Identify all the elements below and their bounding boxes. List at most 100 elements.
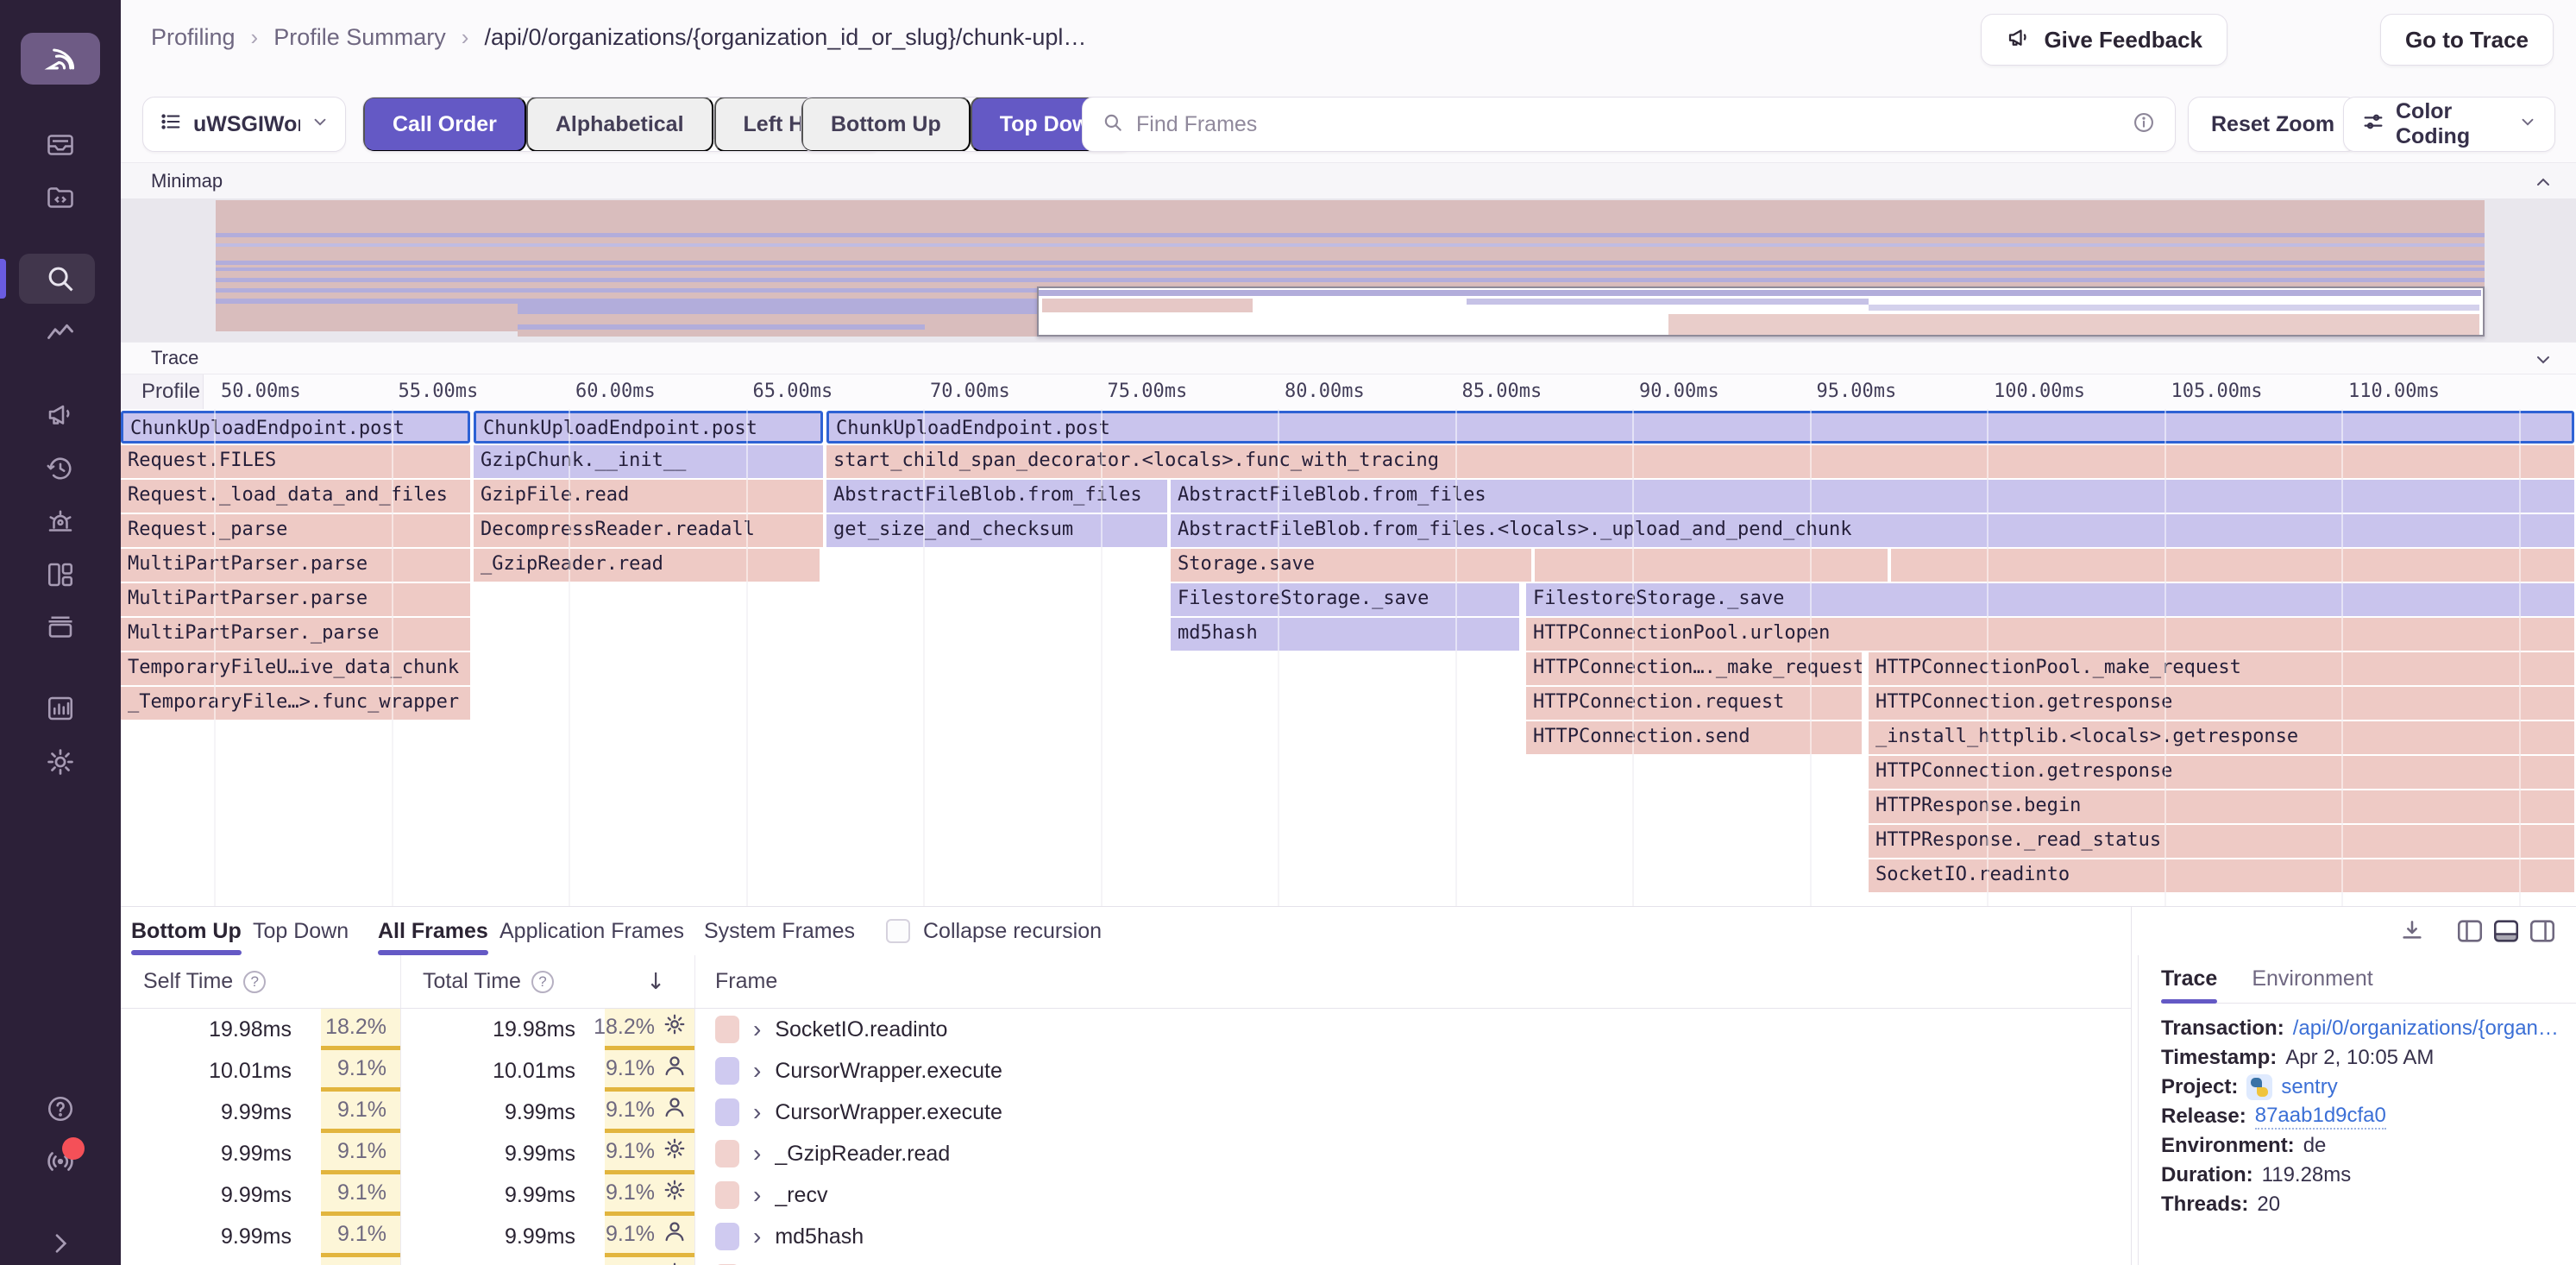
- flame-frame[interactable]: HTTPConnection…._make_request: [1526, 652, 1862, 685]
- flame-frame[interactable]: HTTPResponse._read_status: [1869, 825, 2574, 858]
- give-feedback-button[interactable]: Give Feedback: [1981, 14, 2227, 66]
- flame-frame[interactable]: Request._parse: [121, 514, 470, 547]
- detail-value[interactable]: sentry: [2281, 1075, 2338, 1098]
- flame-frame[interactable]: MultiPartParser.parse: [121, 583, 470, 616]
- sentry-logo[interactable]: [21, 33, 100, 85]
- sidebar-item-replays[interactable]: [45, 453, 76, 484]
- collapse-recursion-checkbox[interactable]: [886, 919, 910, 943]
- sidebar-item-releases[interactable]: [45, 612, 76, 643]
- sidebar-item-traces[interactable]: [45, 318, 76, 349]
- flame-frame[interactable]: DecompressReader.readall: [474, 514, 823, 547]
- minimap-collapse-icon[interactable]: [2533, 172, 2554, 197]
- sidebar-expand-icon[interactable]: [47, 1230, 74, 1257]
- sort-alphabetical-button[interactable]: Alphabetical: [525, 98, 713, 151]
- flame-frame[interactable]: Request._load_data_and_files: [121, 480, 470, 513]
- frame-cell[interactable]: › SocketIO.readinto: [694, 1009, 2131, 1050]
- flame-frame[interactable]: HTTPConnectionPool._make_request: [1869, 652, 2574, 685]
- expand-chevron-icon[interactable]: ›: [753, 1098, 762, 1125]
- table-row[interactable]: 9.99ms 9.1% 9.99ms 9.1% › md5hash: [121, 1216, 2131, 1257]
- sidebar-item-stats[interactable]: [45, 693, 76, 724]
- frame-column-header[interactable]: Frame: [715, 969, 778, 993]
- sidebar-item-dashboards[interactable]: [45, 559, 76, 590]
- help-icon[interactable]: [45, 1093, 76, 1124]
- table-row[interactable]: 9.99ms 9.1% 9.99ms 9.1% › CursorWrapper.execu…: [121, 1092, 2131, 1133]
- search-input[interactable]: [1136, 111, 2120, 137]
- flame-frame[interactable]: ChunkUploadEndpoint.post: [474, 411, 823, 444]
- breadcrumb-profiling[interactable]: Profiling: [151, 24, 236, 50]
- flame-frame[interactable]: ChunkUploadEndpoint.post: [121, 411, 470, 444]
- sort-descending-icon[interactable]: ↓: [646, 968, 665, 995]
- flame-frame[interactable]: AbstractFileBlob.from_files.<locals>._up…: [1171, 514, 2574, 547]
- flame-frame[interactable]: GzipChunk.__init__: [474, 445, 823, 478]
- color-coding-dropdown[interactable]: Color Coding: [2343, 97, 2555, 152]
- flame-frame[interactable]: HTTPConnectionPool.urlopen: [1526, 618, 2574, 651]
- flame-frame[interactable]: TemporaryFileU…ive_data_chunk: [121, 652, 470, 685]
- expand-chevron-icon[interactable]: ›: [753, 1140, 762, 1167]
- flame-frame[interactable]: Storage.save: [1171, 549, 1531, 582]
- minimap-viewport[interactable]: [1037, 286, 2485, 337]
- download-icon[interactable]: [2398, 917, 2426, 949]
- sidebar-item-settings[interactable]: [44, 746, 77, 778]
- bottom-up-button[interactable]: Bottom Up: [801, 98, 971, 151]
- flame-frame[interactable]: AbstractFileBlob.from_files: [826, 480, 1167, 513]
- thread-selector-dropdown[interactable]: uWSGIWor…: [142, 97, 346, 152]
- collapse-recursion-label[interactable]: Collapse recursion: [923, 918, 1103, 943]
- tab-application-frames[interactable]: Application Frames: [499, 918, 684, 943]
- sidebar-item-issues[interactable]: [45, 129, 76, 160]
- flame-frame[interactable]: AbstractFileBlob.from_files: [1171, 480, 2574, 513]
- expand-chevron-icon[interactable]: ›: [753, 1181, 762, 1208]
- flame-frame[interactable]: [1535, 549, 1888, 582]
- flame-frame[interactable]: MultiPartParser._parse: [121, 618, 470, 651]
- flame-frame[interactable]: Request.FILES: [121, 445, 470, 478]
- question-icon[interactable]: ?: [531, 970, 554, 993]
- flame-frame[interactable]: _TemporaryFile…>.func_wrapper: [121, 687, 470, 720]
- sidebar-item-projects[interactable]: [45, 182, 76, 213]
- sort-call-order-button[interactable]: Call Order: [363, 98, 526, 151]
- tab-bottom-up[interactable]: Bottom Up: [131, 907, 242, 955]
- info-icon[interactable]: [2132, 110, 2156, 139]
- detail-value[interactable]: /api/0/organizations/{organ…: [2292, 1016, 2559, 1040]
- detail-value[interactable]: 87aab1d9cfa0: [2254, 1104, 2386, 1130]
- table-row[interactable]: 10.01ms 9.1% 10.01ms 9.1% › CursorWrapper.exe…: [121, 1050, 2131, 1092]
- table-row[interactable]: 9.99ms 9.1% 9.99ms 9.1% › _GzipReader.read: [121, 1133, 2131, 1174]
- reset-zoom-button[interactable]: Reset Zoom: [2188, 97, 2359, 152]
- frame-cell[interactable]: › _GzipReader.read: [694, 1133, 2131, 1174]
- table-row[interactable]: 19.98ms 18.2% 19.98ms 18.2% › SocketIO.readin…: [121, 1009, 2131, 1050]
- expand-chevron-icon[interactable]: ›: [753, 1016, 762, 1042]
- frame-cell[interactable]: › CursorWrapper.execute: [694, 1050, 2131, 1092]
- flame-frame[interactable]: HTTPConnection.getresponse: [1869, 687, 2574, 720]
- flame-frame[interactable]: SocketIO.readinto: [1869, 859, 2574, 892]
- frame-cell[interactable]: ›: [694, 1257, 2131, 1265]
- minimap[interactable]: [121, 198, 2576, 342]
- flame-frame[interactable]: _GzipReader.read: [474, 549, 820, 582]
- frame-cell[interactable]: › md5hash: [694, 1216, 2131, 1257]
- flame-frame[interactable]: _install_httplib.<locals>.getresponse: [1869, 721, 2574, 754]
- sidebar-item-feedback[interactable]: [45, 399, 76, 430]
- tab-top-down[interactable]: Top Down: [253, 918, 349, 943]
- flame-frame[interactable]: ChunkUploadEndpoint.post: [826, 411, 2574, 444]
- tab-environment[interactable]: Environment: [2252, 966, 2373, 991]
- flame-frame[interactable]: GzipFile.read: [474, 480, 823, 513]
- flame-frame[interactable]: get_size_and_checksum: [826, 514, 1167, 547]
- table-row[interactable]: 9.99ms 9.1% 9.99ms 9.1% › _recv: [121, 1174, 2131, 1216]
- flame-frame[interactable]: [1891, 549, 2574, 582]
- self-time-column-header[interactable]: Self Time ?: [121, 969, 400, 994]
- flame-frame[interactable]: HTTPConnection.send: [1526, 721, 1862, 754]
- frame-cell[interactable]: › _recv: [694, 1174, 2131, 1216]
- sidebar-item-alerts[interactable]: [45, 506, 76, 537]
- question-icon[interactable]: ?: [243, 970, 267, 993]
- tab-system-frames[interactable]: System Frames: [704, 918, 856, 943]
- total-time-column-header[interactable]: Total Time ? ↓: [423, 968, 665, 995]
- flame-frame[interactable]: HTTPConnection.getresponse: [1869, 756, 2574, 789]
- expand-chevron-icon[interactable]: ›: [753, 1057, 762, 1084]
- flame-frame[interactable]: md5hash: [1171, 618, 1519, 651]
- flame-frame[interactable]: FilestoreStorage._save: [1171, 583, 1519, 616]
- flamegraph[interactable]: ChunkUploadEndpoint.post ChunkUploadEndpo…: [121, 409, 2576, 906]
- tab-all-frames[interactable]: All Frames: [378, 907, 488, 955]
- dock-left-icon[interactable]: [2455, 917, 2485, 949]
- tab-trace[interactable]: Trace: [2161, 955, 2218, 1004]
- dock-bottom-icon[interactable]: [2491, 917, 2521, 949]
- flame-frame[interactable]: start_child_span_decorator.<locals>.func…: [826, 445, 2574, 478]
- flame-frame[interactable]: HTTPResponse.begin: [1869, 790, 2574, 823]
